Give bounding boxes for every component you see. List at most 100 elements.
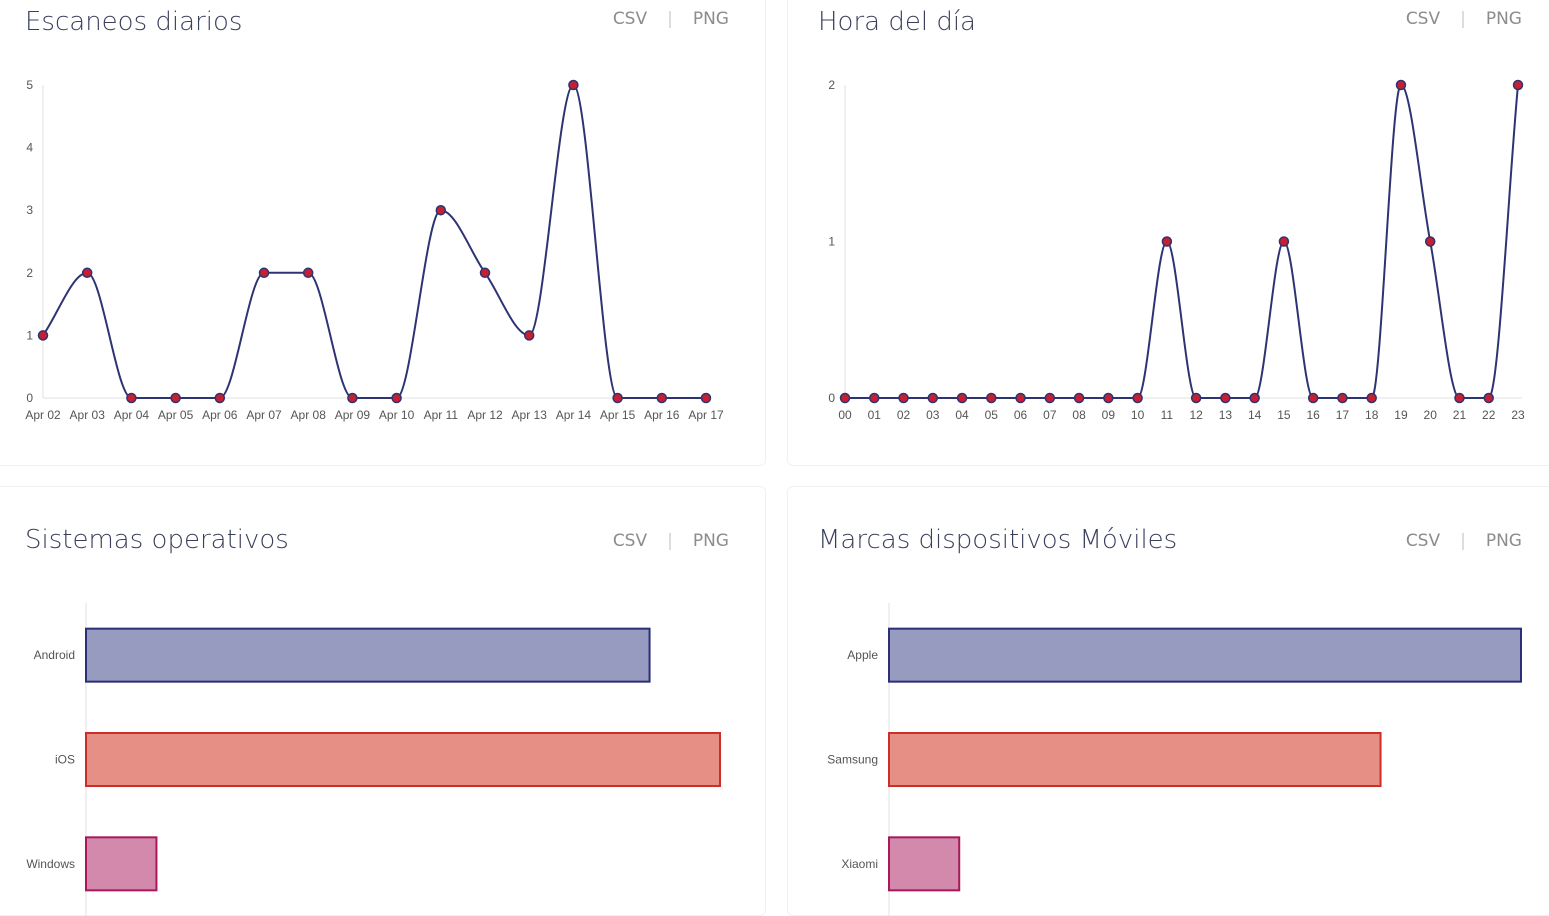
data-point[interactable] <box>656 392 668 404</box>
x-tick-label: Apr 10 <box>379 408 415 422</box>
data-point[interactable] <box>839 392 851 404</box>
x-tick-label: 22 <box>1482 408 1496 422</box>
data-point[interactable] <box>568 79 579 91</box>
export-options: CSV | PNG <box>1406 531 1522 551</box>
data-point[interactable] <box>37 330 49 341</box>
data-point[interactable] <box>612 392 623 404</box>
y-tick-label: 3 <box>26 203 33 217</box>
data-point[interactable] <box>700 392 712 404</box>
data-point[interactable] <box>1366 392 1377 404</box>
x-tick-label: 10 <box>1131 408 1145 422</box>
data-point[interactable] <box>435 204 447 216</box>
data-point[interactable] <box>391 392 402 404</box>
data-point[interactable] <box>898 392 909 404</box>
x-tick-label: Apr 11 <box>424 408 459 422</box>
data-point[interactable] <box>1424 236 1436 247</box>
x-tick-label: 00 <box>838 408 852 422</box>
data-point[interactable] <box>1278 236 1290 247</box>
data-point[interactable] <box>1190 392 1202 404</box>
data-point[interactable] <box>1454 392 1465 404</box>
x-tick-label: Apr 03 <box>70 408 106 422</box>
data-point[interactable] <box>126 392 137 404</box>
data-point[interactable] <box>1220 392 1231 404</box>
data-point[interactable] <box>479 267 491 279</box>
card-title: Hora del día <box>818 7 976 37</box>
data-point[interactable] <box>1249 392 1260 404</box>
data-point[interactable] <box>81 267 93 279</box>
bar[interactable] <box>85 732 721 787</box>
data-point[interactable] <box>302 267 314 279</box>
x-tick-label: Apr 12 <box>467 408 503 422</box>
data-point[interactable] <box>1395 79 1407 91</box>
bar[interactable] <box>888 836 961 892</box>
export-options: CSV | PNG <box>613 531 729 551</box>
x-tick-label: Apr 08 <box>291 408 327 422</box>
data-point[interactable] <box>1483 392 1494 404</box>
data-point[interactable] <box>956 392 968 404</box>
data-point[interactable] <box>869 392 880 404</box>
separator: | <box>667 9 673 29</box>
csv-export-button[interactable]: CSV <box>1405 531 1441 551</box>
y-tick-label: 2 <box>26 266 33 280</box>
card-title: Marcas dispositivos Móviles <box>818 525 1178 555</box>
export-options: CSV | PNG <box>613 9 729 29</box>
data-point[interactable] <box>214 392 226 404</box>
data-point[interactable] <box>1337 392 1348 404</box>
x-tick-label: 19 <box>1394 408 1408 422</box>
bar[interactable] <box>888 732 1382 787</box>
bar[interactable] <box>85 836 158 892</box>
x-tick-label: 03 <box>926 408 940 422</box>
x-tick-label: Apr 15 <box>600 408 636 422</box>
x-tick-label: Apr 16 <box>644 408 680 422</box>
x-tick-label: 09 <box>1102 408 1116 422</box>
export-options: CSV | PNG <box>1406 9 1522 29</box>
x-tick-label: 07 <box>1043 408 1057 422</box>
x-tick-label: 14 <box>1248 408 1262 422</box>
x-tick-label: Apr 09 <box>335 408 371 422</box>
x-tick-label: 23 <box>1511 408 1525 422</box>
card-title: Sistemas operativos <box>25 525 289 555</box>
data-point[interactable] <box>986 392 997 404</box>
csv-export-button[interactable]: CSV <box>612 9 648 29</box>
data-point[interactable] <box>1307 392 1319 404</box>
png-export-button[interactable]: PNG <box>1485 9 1522 29</box>
data-point[interactable] <box>347 392 358 404</box>
category-label: Samsung <box>827 753 878 767</box>
data-point[interactable] <box>1044 392 1056 404</box>
data-point[interactable] <box>170 392 181 404</box>
card-title: Escaneos diarios <box>25 7 243 37</box>
category-label: Windows <box>26 857 75 871</box>
png-export-button[interactable]: PNG <box>1485 531 1522 551</box>
category-label: Android <box>34 648 75 662</box>
data-point[interactable] <box>1073 392 1085 404</box>
png-export-button[interactable]: PNG <box>692 531 729 551</box>
data-point[interactable] <box>1103 392 1114 404</box>
bar[interactable] <box>888 627 1522 683</box>
data-point[interactable] <box>927 392 939 404</box>
x-tick-label: 11 <box>1161 408 1174 422</box>
data-point[interactable] <box>1015 392 1026 404</box>
x-tick-label: 06 <box>1014 408 1028 422</box>
csv-export-button[interactable]: CSV <box>612 531 648 551</box>
png-export-button[interactable]: PNG <box>692 9 729 29</box>
y-tick-label: 0 <box>828 391 835 405</box>
category-label: iOS <box>55 753 75 767</box>
data-point[interactable] <box>258 267 270 279</box>
x-tick-label: 01 <box>868 408 882 422</box>
daily-scans-card: Escaneos diarios CSV | PNG <box>0 0 766 466</box>
y-tick-label: 4 <box>26 141 33 155</box>
data-point[interactable] <box>1132 392 1143 404</box>
data-point[interactable] <box>1161 236 1173 247</box>
hour-of-day-card: Hora del día CSV | PNG <box>787 0 1549 466</box>
csv-export-button[interactable]: CSV <box>1405 9 1441 29</box>
data-point[interactable] <box>1512 79 1524 91</box>
x-tick-label: Apr 13 <box>512 408 548 422</box>
bar[interactable] <box>85 627 651 683</box>
x-tick-label: Apr 04 <box>114 408 150 422</box>
data-point[interactable] <box>523 330 535 341</box>
y-tick-label: 0 <box>26 391 33 405</box>
x-tick-label: Apr 17 <box>688 408 724 422</box>
